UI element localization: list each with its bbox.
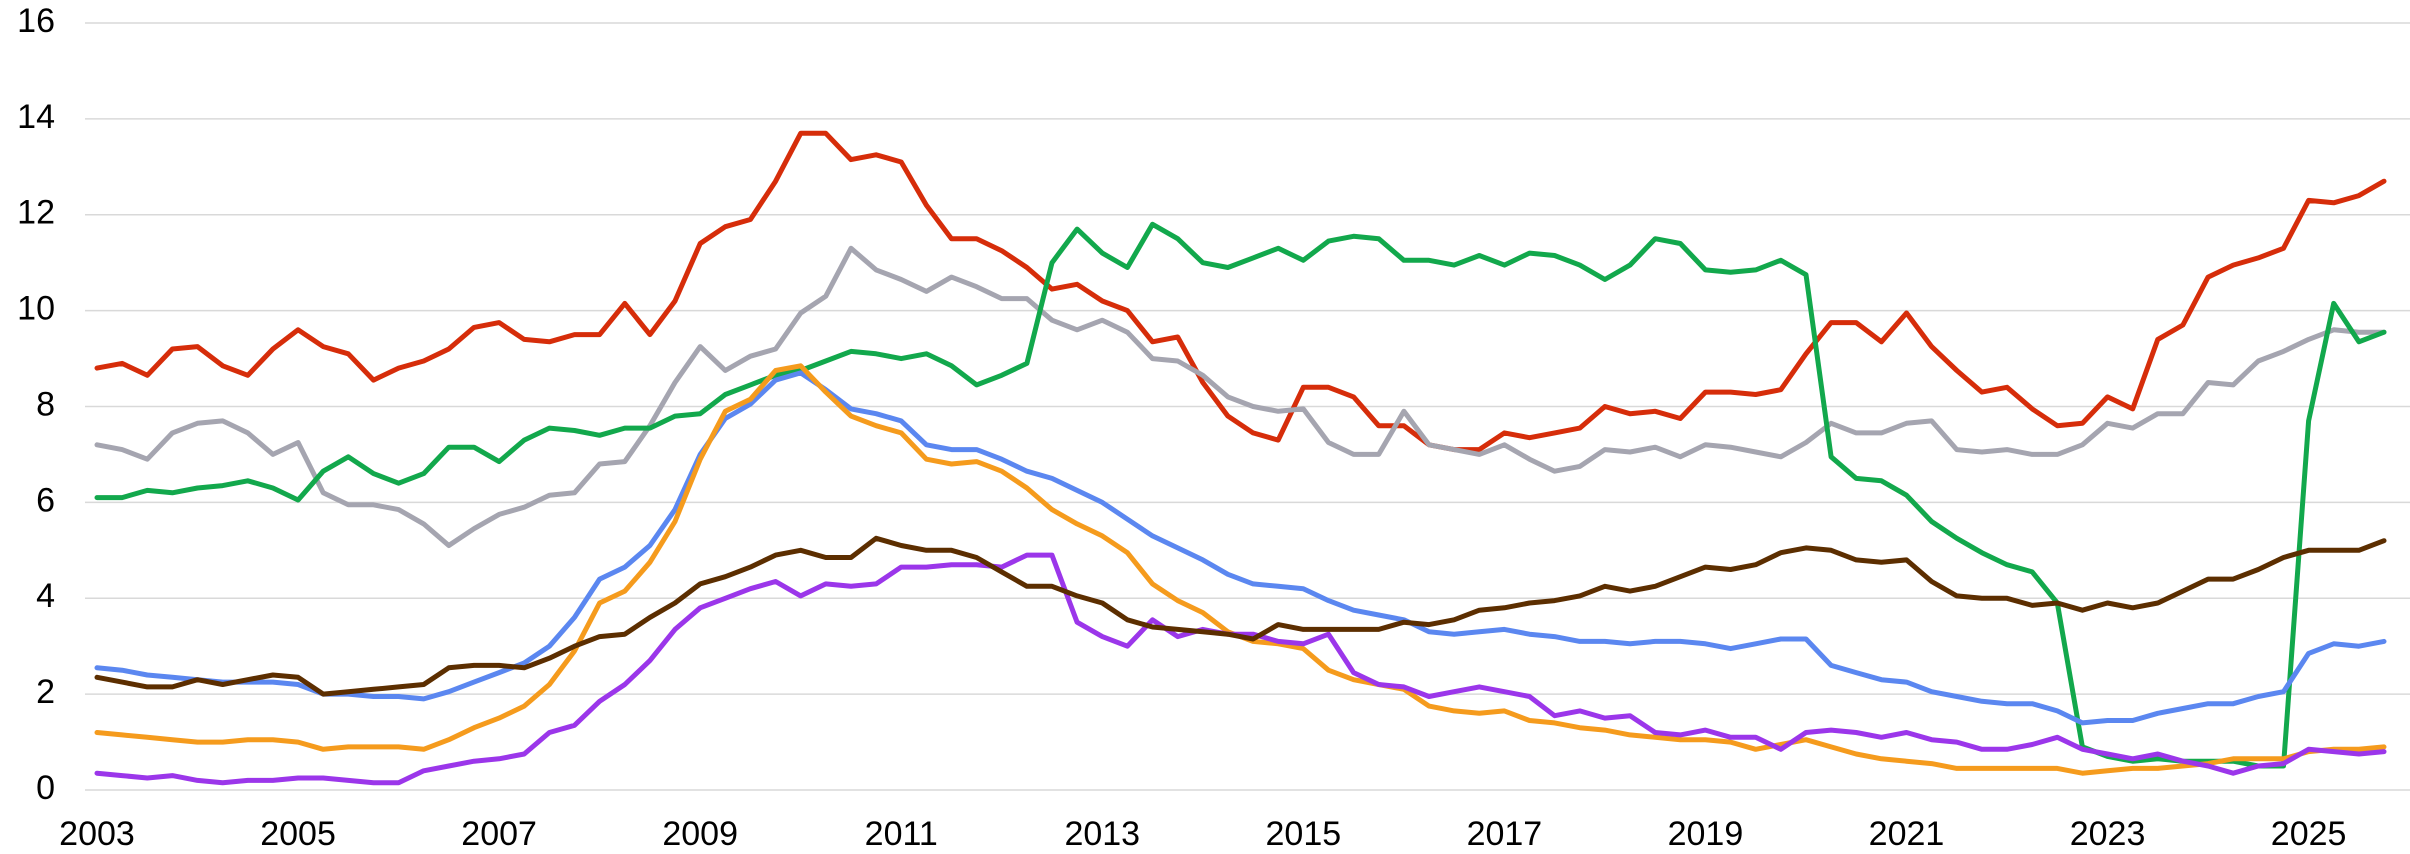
- x-tick-label: 2013: [1064, 815, 1140, 853]
- x-tick-label: 2009: [662, 815, 738, 853]
- y-tick-label: 14: [17, 98, 55, 136]
- x-tick-label: 2011: [865, 815, 938, 853]
- y-tick-label: 10: [17, 290, 55, 328]
- series-line: [94, 535, 2387, 697]
- x-tick-label: 2017: [1467, 815, 1543, 853]
- x-tick-label: 2007: [461, 815, 537, 853]
- series-line: [94, 245, 2387, 548]
- x-tick-label: 2015: [1266, 815, 1342, 853]
- x-tick-label: 2019: [1668, 815, 1744, 853]
- series-line: [94, 221, 2387, 769]
- y-tick-label: 16: [17, 2, 55, 40]
- series-line: [94, 552, 2387, 786]
- y-tick-label: 8: [36, 385, 55, 423]
- x-tick-label: 2023: [2070, 815, 2146, 853]
- series-line: [94, 370, 2387, 726]
- x-tick-label: 2021: [1869, 815, 1945, 853]
- y-tick-label: 0: [36, 769, 55, 807]
- x-tick-label: 2025: [2271, 815, 2347, 853]
- y-tick-label: 2: [36, 673, 55, 711]
- y-tick-label: 6: [36, 481, 55, 519]
- x-tick-label: 2005: [260, 815, 336, 853]
- x-tick-label: 2003: [59, 815, 135, 853]
- y-tick-label: 4: [36, 577, 55, 615]
- y-tick-label: 12: [17, 194, 55, 232]
- series-line: [94, 130, 2387, 453]
